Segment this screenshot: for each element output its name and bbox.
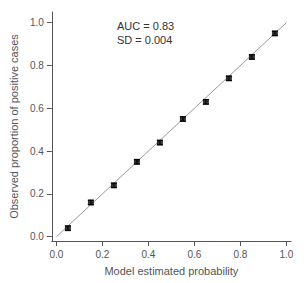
svg-text:0.4: 0.4 xyxy=(141,249,155,260)
svg-text:0.2: 0.2 xyxy=(30,188,44,199)
svg-text:0.4: 0.4 xyxy=(30,146,44,157)
svg-text:0.6: 0.6 xyxy=(30,103,44,114)
svg-text:AUC = 0.83: AUC = 0.83 xyxy=(117,20,174,32)
svg-text:Model estimated probability: Model estimated probability xyxy=(104,265,238,277)
svg-text:0.0: 0.0 xyxy=(30,231,44,242)
svg-text:0.6: 0.6 xyxy=(187,249,201,260)
svg-text:1.0: 1.0 xyxy=(279,249,293,260)
svg-text:0.8: 0.8 xyxy=(233,249,247,260)
svg-text:Observed proportion of positiv: Observed proportion of positive cases xyxy=(8,34,20,219)
svg-text:0.0: 0.0 xyxy=(49,249,63,260)
svg-text:0.8: 0.8 xyxy=(30,60,44,71)
svg-text:0.2: 0.2 xyxy=(95,249,109,260)
svg-text:SD = 0.004: SD = 0.004 xyxy=(117,34,172,46)
svg-text:1.0: 1.0 xyxy=(30,17,44,28)
